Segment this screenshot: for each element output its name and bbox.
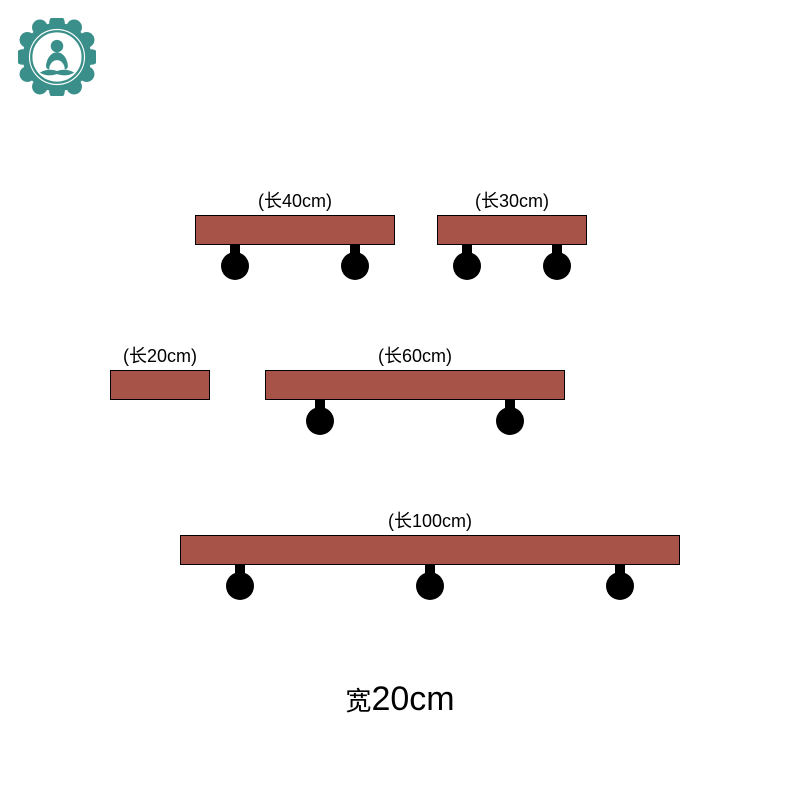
shelf-bracket-ball [226,572,254,600]
shelf-label: (长20cm) [110,342,210,368]
shelf-bracket-ball [496,407,524,435]
width-label: 宽20cm [0,680,800,719]
shelf-bracket-ball [341,252,369,280]
shelf-label: (长60cm) [265,342,565,368]
shelf-2: (长20cm) [110,370,210,400]
brand-logo [18,18,96,101]
shelf-bracket-ball [306,407,334,435]
shelf-board [437,215,587,245]
shelf-0: (长40cm) [195,215,395,245]
shelf-board [195,215,395,245]
shelf-board [265,370,565,400]
shelf-label: (长40cm) [195,187,395,213]
shelf-board [180,535,680,565]
shelf-4: (长100cm) [180,535,680,565]
shelf-board [110,370,210,400]
shelf-bracket-ball [416,572,444,600]
shelf-1: (长30cm) [437,215,587,245]
width-label-prefix: 宽 [345,686,371,716]
shelf-bracket-ball [606,572,634,600]
shelf-bracket-ball [221,252,249,280]
shelf-label: (长100cm) [180,507,680,533]
shelf-label: (长30cm) [437,187,587,213]
shelf-bracket-ball [453,252,481,280]
shelf-3: (长60cm) [265,370,565,400]
width-label-value: 20cm [371,680,454,718]
shelf-bracket-ball [543,252,571,280]
